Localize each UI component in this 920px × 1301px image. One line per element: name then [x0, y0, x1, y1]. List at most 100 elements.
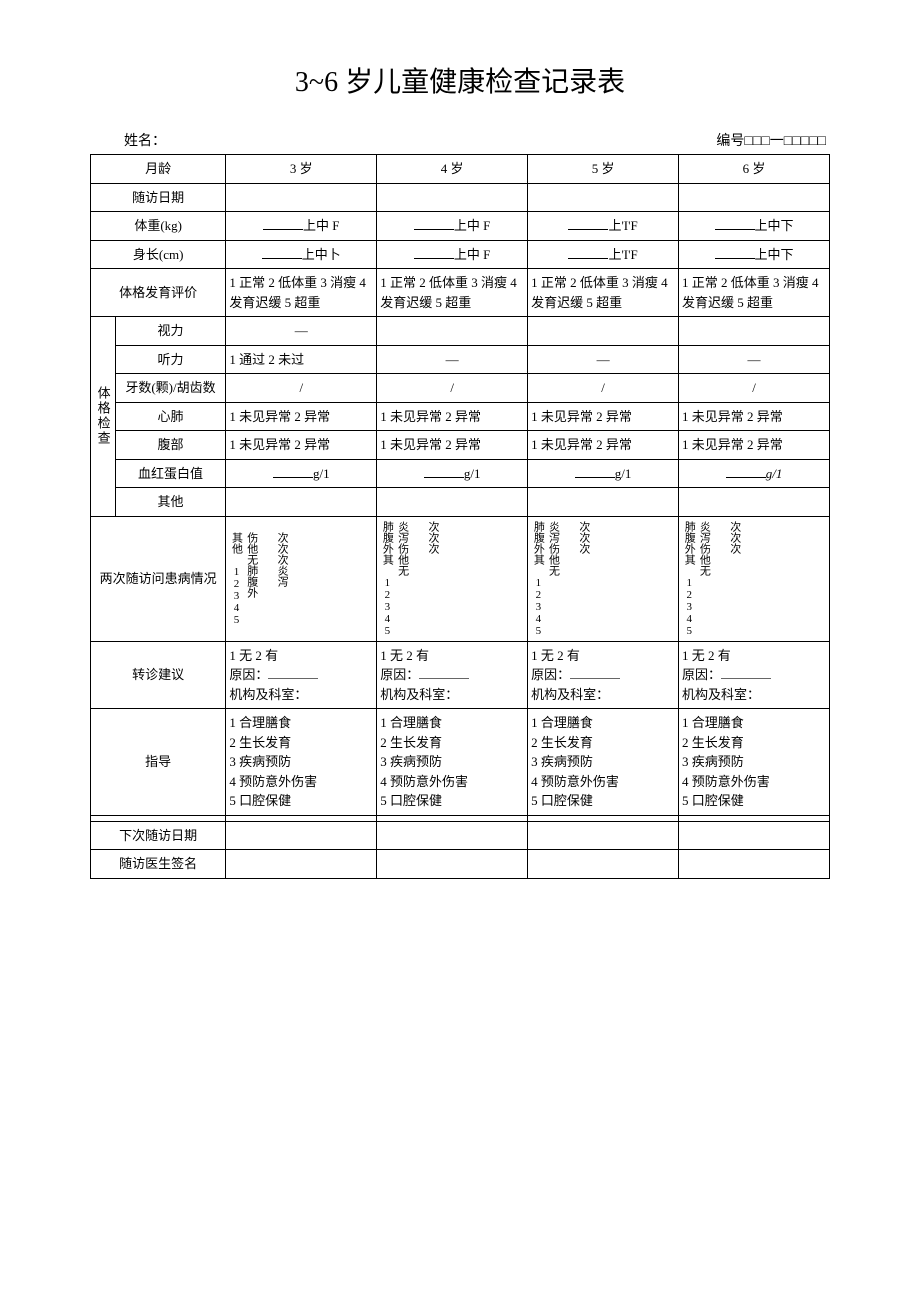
hearing-3[interactable]: 1 通过 2 未过 [226, 345, 377, 374]
guidance-4[interactable]: 1 合理膳食 2 生长发育 3 疾病预防 4 预防意外伤害 5 口腔保健 [377, 709, 528, 816]
row-physique: 体格发育评价 1 正常 2 低体重 3 消瘦 4 发育迟缓 5 超重 1 正常 … [91, 269, 830, 317]
visit-date-4[interactable] [377, 183, 528, 212]
other-3[interactable] [226, 488, 377, 517]
next-date-5[interactable] [528, 821, 679, 850]
referral-6[interactable]: 1 无 2 有 原因： 机构及科室： [679, 641, 830, 709]
label-hearing: 听力 [115, 345, 226, 374]
abdomen-4[interactable]: 1 未见异常 2 异常 [377, 431, 528, 460]
next-date-4[interactable] [377, 821, 528, 850]
row-heart: 心肺 1 未见异常 2 异常 1 未见异常 2 异常 1 未见异常 2 异常 1… [91, 402, 830, 431]
row-teeth: 牙数(颗)/胡齿数 / / / / [91, 374, 830, 403]
label-abdomen: 腹部 [115, 431, 226, 460]
weight-6[interactable]: 上中下 [679, 212, 830, 241]
heart-4[interactable]: 1 未见异常 2 异常 [377, 402, 528, 431]
label-illness: 两次随访问患病情况 [91, 516, 226, 641]
row-doctor: 随访医生签名 [91, 850, 830, 879]
guidance-3[interactable]: 1 合理膳食 2 生长发育 3 疾病预防 4 预防意外伤害 5 口腔保健 [226, 709, 377, 816]
vision-3[interactable]: — [226, 317, 377, 346]
vision-4[interactable] [377, 317, 528, 346]
abdomen-3[interactable]: 1 未见异常 2 异常 [226, 431, 377, 460]
height-3[interactable]: 上中卜 [226, 240, 377, 269]
label-referral: 转诊建议 [91, 641, 226, 709]
other-5[interactable] [528, 488, 679, 517]
name-label: 姓名： [94, 130, 166, 150]
visit-date-3[interactable] [226, 183, 377, 212]
id-label: 编号□□□一□□□□□ [716, 130, 826, 150]
age-5: 5 岁 [528, 155, 679, 184]
label-hemoglobin: 血红蛋白值 [115, 459, 226, 488]
height-4[interactable]: 上中 F [377, 240, 528, 269]
other-6[interactable] [679, 488, 830, 517]
guidance-5[interactable]: 1 合理膳食 2 生长发育 3 疾病预防 4 预防意外伤害 5 口腔保健 [528, 709, 679, 816]
referral-4[interactable]: 1 无 2 有 原因： 机构及科室： [377, 641, 528, 709]
abdomen-5[interactable]: 1 未见异常 2 异常 [528, 431, 679, 460]
row-height: 身长(cm) 上中卜 上中 F 上'I'F 上中下 [91, 240, 830, 269]
physique-6[interactable]: 1 正常 2 低体重 3 消瘦 4 发育迟缓 5 超重 [679, 269, 830, 317]
weight-4[interactable]: 上中 F [377, 212, 528, 241]
label-age: 月龄 [91, 155, 226, 184]
physique-4[interactable]: 1 正常 2 低体重 3 消瘦 4 发育迟缓 5 超重 [377, 269, 528, 317]
header-row: 姓名： 编号□□□一□□□□□ [90, 130, 830, 150]
illness-6[interactable]: 肺腹外其 12345 炎泻伤他无 次次次 [679, 516, 830, 641]
teeth-6[interactable]: / [679, 374, 830, 403]
label-weight: 体重(kg) [91, 212, 226, 241]
visit-date-5[interactable] [528, 183, 679, 212]
doctor-4[interactable] [377, 850, 528, 879]
hearing-6[interactable]: — [679, 345, 830, 374]
teeth-3[interactable]: / [226, 374, 377, 403]
age-6: 6 岁 [679, 155, 830, 184]
row-hemoglobin: 血红蛋白值 g/1 g/1 g/1 g/1 [91, 459, 830, 488]
illness-3[interactable]: 其他 12345 伤他无肺腹外 次次次炎泻 [226, 516, 377, 641]
label-guidance: 指导 [91, 709, 226, 816]
heart-3[interactable]: 1 未见异常 2 异常 [226, 402, 377, 431]
row-hearing: 听力 1 通过 2 未过 — — — [91, 345, 830, 374]
height-5[interactable]: 上'I'F [528, 240, 679, 269]
row-next-date: 下次随访日期 [91, 821, 830, 850]
row-illness: 两次随访问患病情况 其他 12345 伤他无肺腹外 次次次炎泻 肺腹外其 123… [91, 516, 830, 641]
hemoglobin-6[interactable]: g/1 [679, 459, 830, 488]
row-referral: 转诊建议 1 无 2 有 原因： 机构及科室： 1 无 2 有 原因： 机构及科… [91, 641, 830, 709]
referral-5[interactable]: 1 无 2 有 原因： 机构及科室： [528, 641, 679, 709]
height-6[interactable]: 上中下 [679, 240, 830, 269]
illness-5[interactable]: 肺腹外其 12345 炎泻伤他无 次次次 [528, 516, 679, 641]
row-other: 其他 [91, 488, 830, 517]
illness-4[interactable]: 肺腹外其 12345 炎泻伤他无 次次次 [377, 516, 528, 641]
hearing-4[interactable]: — [377, 345, 528, 374]
weight-3[interactable]: 上中 F [226, 212, 377, 241]
teeth-5[interactable]: / [528, 374, 679, 403]
next-date-3[interactable] [226, 821, 377, 850]
hemoglobin-5[interactable]: g/1 [528, 459, 679, 488]
label-visit-date: 随访日期 [91, 183, 226, 212]
label-next-date: 下次随访日期 [91, 821, 226, 850]
physique-5[interactable]: 1 正常 2 低体重 3 消瘦 4 发育迟缓 5 超重 [528, 269, 679, 317]
doctor-3[interactable] [226, 850, 377, 879]
doctor-6[interactable] [679, 850, 830, 879]
hemoglobin-3[interactable]: g/1 [226, 459, 377, 488]
label-height: 身长(cm) [91, 240, 226, 269]
label-doctor: 随访医生签名 [91, 850, 226, 879]
vision-5[interactable] [528, 317, 679, 346]
referral-3[interactable]: 1 无 2 有 原因： 机构及科室： [226, 641, 377, 709]
hearing-5[interactable]: — [528, 345, 679, 374]
other-4[interactable] [377, 488, 528, 517]
visit-date-6[interactable] [679, 183, 830, 212]
doctor-5[interactable] [528, 850, 679, 879]
label-heart: 心肺 [115, 402, 226, 431]
teeth-4[interactable]: / [377, 374, 528, 403]
weight-5[interactable]: 上'I'F [528, 212, 679, 241]
row-guidance: 指导 1 合理膳食 2 生长发育 3 疾病预防 4 预防意外伤害 5 口腔保健 … [91, 709, 830, 816]
row-age: 月龄 3 岁 4 岁 5 岁 6 岁 [91, 155, 830, 184]
heart-6[interactable]: 1 未见异常 2 异常 [679, 402, 830, 431]
vision-6[interactable] [679, 317, 830, 346]
label-physique: 体格发育评价 [91, 269, 226, 317]
page-title: 3~6 岁儿童健康检查记录表 [90, 60, 830, 100]
physique-3[interactable]: 1 正常 2 低体重 3 消瘦 4 发育迟缓 5 超重 [226, 269, 377, 317]
abdomen-6[interactable]: 1 未见异常 2 异常 [679, 431, 830, 460]
record-table: 月龄 3 岁 4 岁 5 岁 6 岁 随访日期 体重(kg) 上中 F 上中 F… [90, 154, 830, 879]
guidance-6[interactable]: 1 合理膳食 2 生长发育 3 疾病预防 4 预防意外伤害 5 口腔保健 [679, 709, 830, 816]
row-vision: 体格检查 视力 — [91, 317, 830, 346]
heart-5[interactable]: 1 未见异常 2 异常 [528, 402, 679, 431]
next-date-6[interactable] [679, 821, 830, 850]
row-abdomen: 腹部 1 未见异常 2 异常 1 未见异常 2 异常 1 未见异常 2 异常 1… [91, 431, 830, 460]
hemoglobin-4[interactable]: g/1 [377, 459, 528, 488]
